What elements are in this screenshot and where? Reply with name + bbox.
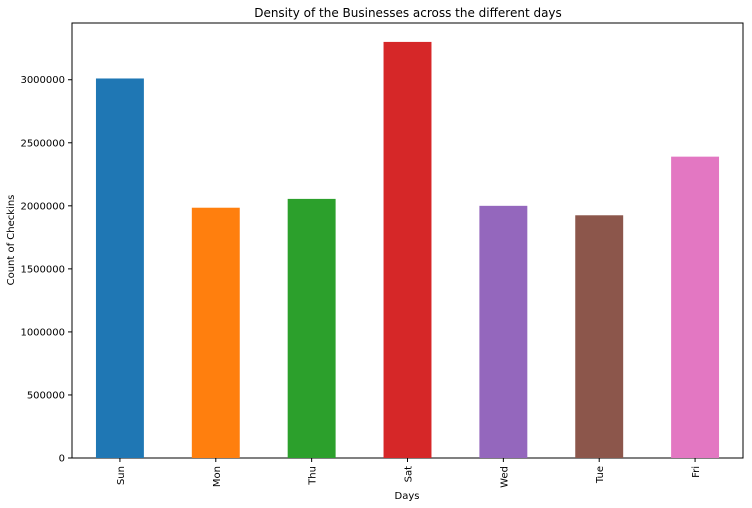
x-tick-label: Fri: [691, 466, 702, 478]
bar-thu: [287, 198, 336, 458]
y-tick-label: 2500000: [20, 138, 65, 149]
y-tick-label: 500000: [27, 390, 65, 401]
y-tick-label: 1000000: [20, 327, 65, 338]
bar-tue: [575, 215, 624, 458]
bar-fri: [671, 156, 720, 458]
y-axis-label: Count of Checkins: [6, 195, 17, 286]
y-axis: 0 500000 1000000 1500000 2000000 2500000 30000…: [20, 75, 72, 465]
x-tick-label: Sat: [404, 466, 415, 482]
x-tick-label: Thu: [308, 466, 319, 486]
y-tick-label: 1500000: [20, 264, 65, 275]
bar-mon: [191, 207, 240, 458]
bar-sat: [383, 41, 432, 458]
x-axis: Sun Mon Thu Sat Wed Tue Fri: [116, 458, 702, 488]
x-tick-label: Mon: [212, 466, 223, 487]
bar-sun: [95, 78, 144, 458]
x-tick-label: Sun: [116, 466, 127, 485]
y-tick-label: 3000000: [20, 75, 65, 86]
x-tick-label: Tue: [595, 466, 606, 484]
chart-title: Density of the Businesses across the dif…: [254, 6, 562, 20]
y-tick-label: 0: [59, 454, 65, 465]
bars-group: [95, 41, 720, 458]
bar-wed: [479, 205, 528, 458]
x-axis-label: Days: [395, 491, 420, 502]
x-tick-label: Wed: [499, 466, 510, 488]
y-tick-label: 2000000: [20, 201, 65, 212]
